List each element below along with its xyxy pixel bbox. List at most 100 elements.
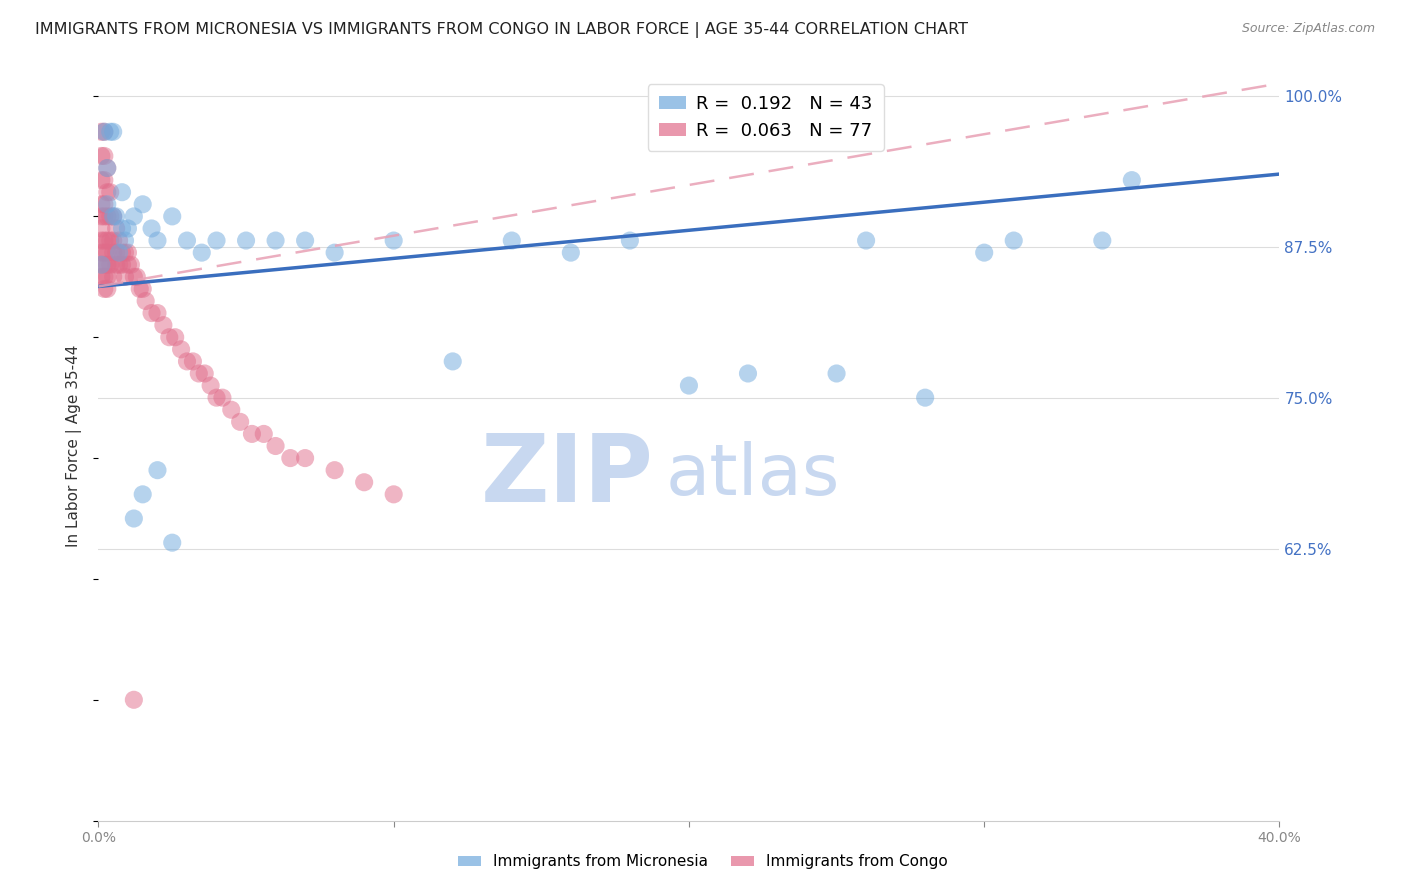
- Point: [103, 245, 125, 260]
- Point: [280, 451, 302, 466]
- Point: [132, 282, 155, 296]
- Point: [165, 330, 187, 344]
- Point: [619, 234, 641, 248]
- Point: [98, 210, 121, 224]
- Point: [211, 391, 233, 405]
- Point: [264, 439, 287, 453]
- Point: [914, 391, 936, 405]
- Point: [105, 245, 128, 260]
- Point: [90, 197, 112, 211]
- Point: [235, 234, 257, 248]
- Point: [114, 269, 136, 284]
- Point: [122, 210, 145, 224]
- Point: [90, 210, 112, 224]
- Point: [111, 185, 134, 199]
- Point: [323, 245, 346, 260]
- Point: [96, 185, 118, 199]
- Point: [93, 197, 115, 211]
- Point: [90, 149, 112, 163]
- Point: [187, 367, 209, 381]
- Point: [146, 306, 169, 320]
- Point: [93, 282, 115, 296]
- Point: [737, 367, 759, 381]
- Point: [93, 210, 115, 224]
- Point: [90, 269, 112, 284]
- Point: [253, 426, 276, 441]
- Point: [93, 245, 115, 260]
- Point: [132, 197, 155, 211]
- Point: [90, 221, 112, 235]
- Point: [382, 487, 405, 501]
- Point: [264, 234, 287, 248]
- Point: [93, 149, 115, 163]
- Point: [152, 318, 174, 333]
- Point: [135, 293, 157, 308]
- Point: [103, 234, 125, 248]
- Point: [111, 245, 134, 260]
- Legend: R =  0.192   N = 43, R =  0.063   N = 77: R = 0.192 N = 43, R = 0.063 N = 77: [648, 84, 884, 151]
- Point: [111, 221, 134, 235]
- Point: [132, 487, 155, 501]
- Point: [96, 210, 118, 224]
- Text: atlas: atlas: [665, 442, 839, 510]
- Point: [98, 234, 121, 248]
- Text: IMMIGRANTS FROM MICRONESIA VS IMMIGRANTS FROM CONGO IN LABOR FORCE | AGE 35-44 C: IMMIGRANTS FROM MICRONESIA VS IMMIGRANTS…: [35, 22, 969, 38]
- Point: [353, 475, 375, 490]
- Point: [96, 161, 118, 175]
- Point: [678, 378, 700, 392]
- Point: [825, 367, 848, 381]
- Point: [146, 234, 169, 248]
- Point: [181, 354, 204, 368]
- Point: [205, 391, 228, 405]
- Point: [108, 245, 131, 260]
- Point: [103, 210, 125, 224]
- Point: [122, 511, 145, 525]
- Point: [194, 367, 217, 381]
- Point: [973, 245, 995, 260]
- Point: [108, 234, 131, 248]
- Point: [501, 234, 523, 248]
- Point: [93, 269, 115, 284]
- Point: [125, 269, 148, 284]
- Y-axis label: In Labor Force | Age 35-44: In Labor Force | Age 35-44: [66, 345, 83, 547]
- Point: [90, 125, 112, 139]
- Text: Source: ZipAtlas.com: Source: ZipAtlas.com: [1241, 22, 1375, 36]
- Point: [103, 125, 125, 139]
- Point: [1002, 234, 1025, 248]
- Point: [93, 173, 115, 187]
- Point: [96, 234, 118, 248]
- Point: [114, 234, 136, 248]
- Point: [108, 258, 131, 272]
- Point: [1121, 173, 1143, 187]
- Point: [96, 245, 118, 260]
- Point: [90, 245, 112, 260]
- Point: [240, 426, 263, 441]
- Point: [294, 451, 316, 466]
- Point: [205, 234, 228, 248]
- Point: [146, 463, 169, 477]
- Point: [98, 258, 121, 272]
- Point: [191, 245, 214, 260]
- Point: [157, 330, 180, 344]
- Point: [441, 354, 464, 368]
- Point: [93, 125, 115, 139]
- Point: [170, 343, 193, 357]
- Legend: Immigrants from Micronesia, Immigrants from Congo: Immigrants from Micronesia, Immigrants f…: [451, 848, 955, 875]
- Point: [117, 258, 139, 272]
- Point: [103, 210, 125, 224]
- Point: [382, 234, 405, 248]
- Point: [200, 378, 222, 392]
- Point: [114, 245, 136, 260]
- Point: [96, 269, 118, 284]
- Point: [162, 210, 183, 224]
- Point: [176, 234, 198, 248]
- Point: [117, 221, 139, 235]
- Point: [122, 269, 145, 284]
- Point: [162, 535, 183, 549]
- Point: [855, 234, 877, 248]
- Point: [98, 125, 121, 139]
- Point: [221, 402, 243, 417]
- Point: [1091, 234, 1114, 248]
- Point: [93, 234, 115, 248]
- Point: [294, 234, 316, 248]
